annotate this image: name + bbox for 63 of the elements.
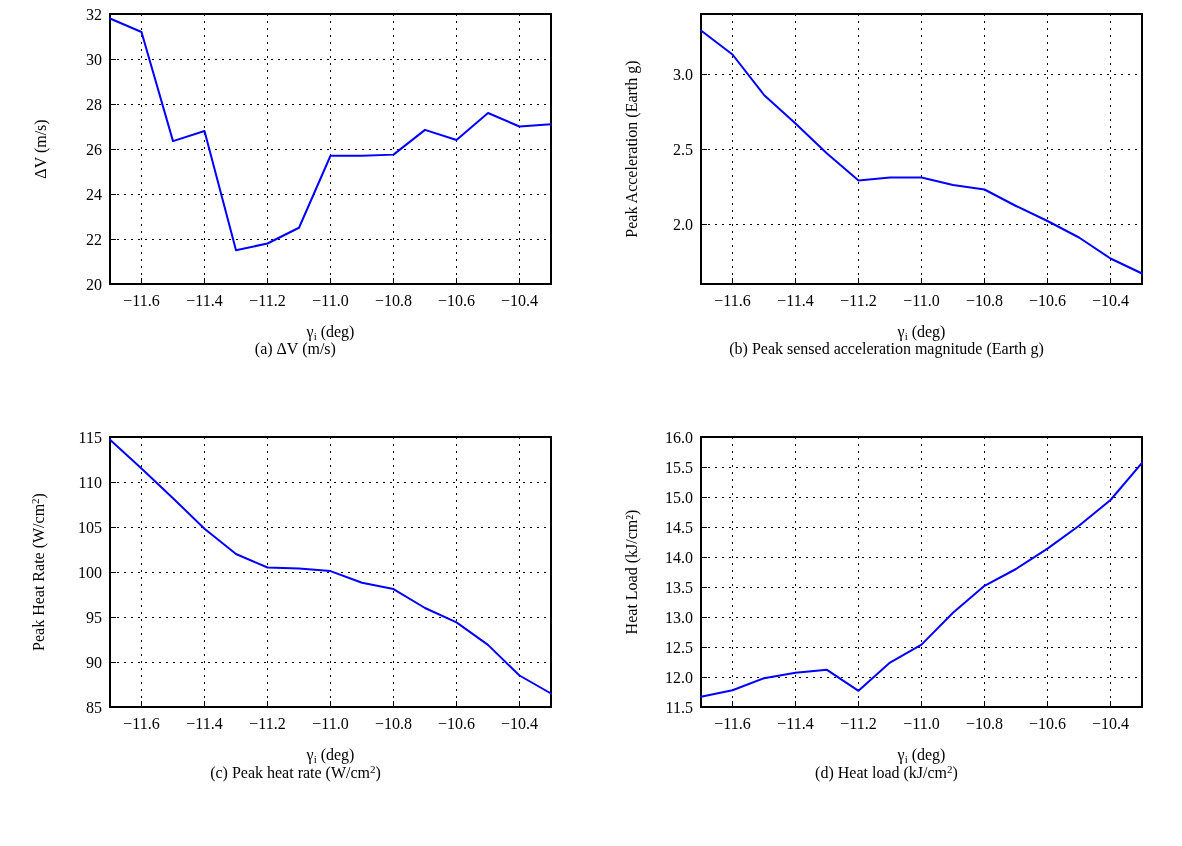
y-tick-label: 15.5	[665, 458, 693, 476]
y-tick-label: 12.0	[665, 668, 693, 686]
x-tick-label: −10.4	[500, 291, 539, 309]
x-tick-label: −11.2	[840, 291, 877, 309]
y-tick-label: 26	[86, 140, 102, 158]
line-series	[109, 438, 552, 695]
x-tick-label: −10.8	[374, 291, 413, 309]
y-axis-title: Peak Heat Rate (W/cm2)	[28, 493, 48, 651]
x-tick-label: −11.4	[777, 291, 814, 309]
line-series	[700, 461, 1143, 698]
y-tick-label: 20	[86, 275, 102, 293]
x-tick-label: −11.2	[249, 714, 286, 732]
x-tick-label: −11.0	[903, 291, 940, 309]
y-axis-title: Peak Acceleration (Earth g)	[622, 60, 641, 238]
x-tick-label: −10.4	[1091, 291, 1130, 309]
y-tick-label: 15.0	[665, 488, 693, 506]
x-tick-label: −11.0	[903, 714, 940, 732]
y-tick-label: 2.5	[673, 140, 693, 158]
x-tick-label: −10.8	[965, 714, 1004, 732]
x-tick-label: −10.8	[965, 291, 1004, 309]
y-tick-label: 14.5	[665, 518, 693, 536]
x-tick-label: −10.6	[437, 714, 476, 732]
x-tick-label: −10.4	[500, 714, 539, 732]
y-tick-label: 95	[86, 608, 102, 626]
x-tick-label: −11.6	[714, 714, 751, 732]
x-tick-label: −10.6	[1028, 291, 1067, 309]
y-tick-label: 12.5	[665, 638, 693, 656]
y-tick-label: 32	[86, 5, 102, 23]
x-tick-label: −11.6	[714, 291, 751, 309]
y-tick-label: 22	[86, 230, 102, 248]
y-tick-label: 110	[78, 473, 102, 491]
x-tick-label: −11.4	[186, 714, 223, 732]
x-tick-label: −10.4	[1091, 714, 1130, 732]
y-tick-label: 13.5	[665, 578, 693, 596]
y-tick-label: 11.5	[665, 698, 693, 716]
x-tick-label: −10.8	[374, 714, 413, 732]
x-tick-label: −11.6	[123, 291, 160, 309]
y-tick-label: 30	[86, 50, 102, 68]
x-tick-label: −11.4	[186, 291, 223, 309]
y-axis-title: Heat Load (kJ/cm²)	[622, 509, 641, 635]
y-tick-label: 16.0	[665, 428, 693, 446]
x-tick-label: −11.6	[123, 714, 160, 732]
y-axis-title: ΔV (m/s)	[31, 119, 50, 179]
line-series	[700, 29, 1143, 275]
y-tick-label: 13.0	[665, 608, 693, 626]
x-tick-label: −10.6	[1028, 714, 1067, 732]
y-tick-label: 14.0	[665, 548, 693, 566]
y-tick-label: 105	[78, 518, 102, 536]
y-tick-label: 100	[78, 563, 102, 581]
x-tick-label: −11.2	[249, 291, 286, 309]
y-tick-label: 3.0	[673, 65, 693, 83]
line-series	[109, 17, 552, 252]
y-tick-label: 24	[86, 185, 102, 203]
x-tick-label: −11.0	[312, 714, 349, 732]
y-tick-label: 115	[78, 428, 102, 446]
x-tick-label: −10.6	[437, 291, 476, 309]
x-tick-label: −11.2	[840, 714, 877, 732]
y-tick-label: 28	[86, 95, 102, 113]
y-tick-label: 2.0	[673, 215, 693, 233]
x-tick-label: −11.4	[777, 714, 814, 732]
x-tick-label: −11.0	[312, 291, 349, 309]
y-tick-label: 85	[86, 698, 102, 716]
y-tick-label: 90	[86, 653, 102, 671]
